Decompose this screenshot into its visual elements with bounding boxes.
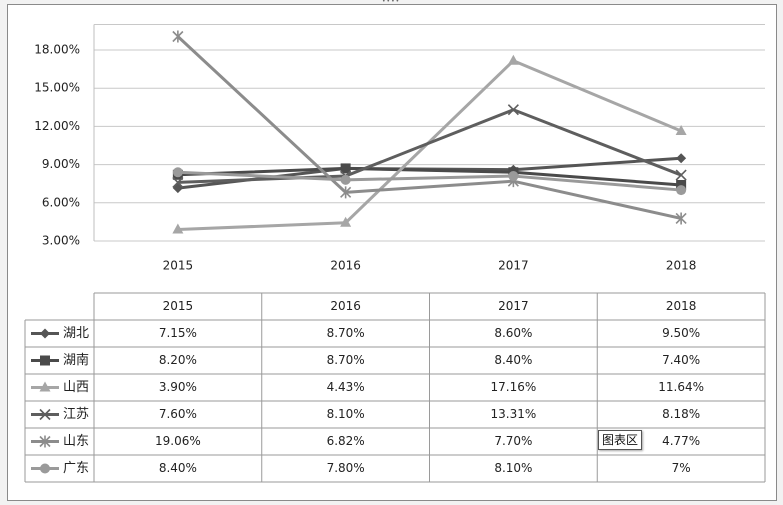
series-line-1 xyxy=(177,166,682,187)
table-value: 8.20% xyxy=(159,353,197,367)
table-value: 19.06% xyxy=(155,434,201,448)
table-header-label: 2017 xyxy=(498,299,529,313)
series-line-4 xyxy=(176,35,682,220)
legend-label: 湖南 xyxy=(63,352,89,368)
data-point xyxy=(675,212,687,225)
table-value: 8.60% xyxy=(494,326,532,340)
series-line-3 xyxy=(177,108,682,184)
legend-key-marker xyxy=(39,408,51,421)
table-value: 7.40% xyxy=(662,353,700,367)
data-point xyxy=(340,216,352,227)
table-value: 8.10% xyxy=(327,407,365,421)
y-tick-label: 18.00% xyxy=(34,43,80,57)
resize-handle-top[interactable]: •••• xyxy=(382,0,401,5)
legend-key-marker xyxy=(40,328,50,339)
data-point xyxy=(675,124,687,135)
legend-label: 山西 xyxy=(63,380,89,395)
table-header-label: 2018 xyxy=(666,299,697,313)
chart-area-tooltip: 图表区 xyxy=(598,430,643,450)
table-value: 8.40% xyxy=(494,353,532,367)
data-point xyxy=(676,179,687,190)
y-tick-label: 15.00% xyxy=(34,81,80,95)
table-value: 17.16% xyxy=(490,380,536,394)
data-point xyxy=(172,183,183,194)
table-value: 13.31% xyxy=(490,407,536,421)
data-point xyxy=(340,174,351,185)
legend-label: 山东 xyxy=(63,434,89,449)
table-value: 7.60% xyxy=(159,407,197,421)
y-tick-label: 3.00% xyxy=(42,234,80,248)
x-tick-label: 2017 xyxy=(498,259,529,273)
table-value: 8.18% xyxy=(662,407,700,421)
table-header-label: 2015 xyxy=(163,299,194,313)
table-value: 7% xyxy=(672,461,691,475)
y-tick-label: 12.00% xyxy=(34,119,80,133)
x-tick-label: 2018 xyxy=(666,259,697,273)
x-tick-label: 2015 xyxy=(163,259,194,273)
table-value: 8.70% xyxy=(327,353,365,367)
data-point xyxy=(340,163,351,174)
table-value: 8.10% xyxy=(494,461,532,475)
table-value: 3.90% xyxy=(159,380,197,394)
table-value: 9.50% xyxy=(662,326,700,340)
data-point xyxy=(507,104,519,116)
chart-area[interactable]: 3.00% 6.00% 9.00% 12.00% 15.00% 18.00% 2015 201… xyxy=(7,4,777,501)
table-value: 4.43% xyxy=(327,380,365,394)
data-point xyxy=(676,153,687,164)
data-point xyxy=(676,185,687,196)
data-point xyxy=(675,169,687,181)
data-point xyxy=(172,167,183,178)
data-point xyxy=(172,223,184,234)
legend-label: 广东 xyxy=(63,461,89,476)
table-value: 4.77% xyxy=(662,434,700,448)
table-value: 11.64% xyxy=(658,380,704,394)
series-line-5 xyxy=(177,170,682,192)
table-value: 6.82% xyxy=(327,434,365,448)
table-value: 7.15% xyxy=(159,326,197,340)
data-point xyxy=(340,186,352,199)
data-point xyxy=(172,176,184,188)
table-value: 8.40% xyxy=(159,461,197,475)
y-tick-label: 9.00% xyxy=(42,157,80,171)
legend-key-marker xyxy=(40,355,50,366)
table-header-label: 2016 xyxy=(330,299,361,313)
legend-key-marker xyxy=(39,381,51,392)
x-tick-label: 2016 xyxy=(330,259,361,273)
line-chart: 3.00% 6.00% 9.00% 12.00% 15.00% 18.00% 2015 201… xyxy=(24,24,766,483)
table-value: 7.70% xyxy=(494,434,532,448)
legend-key-marker xyxy=(40,463,50,474)
data-point xyxy=(507,54,519,65)
data-point xyxy=(172,30,184,43)
legend-label: 江苏 xyxy=(63,406,89,422)
legend-key-marker xyxy=(39,435,51,448)
data-point xyxy=(508,171,519,182)
table-value: 8.70% xyxy=(327,326,365,340)
legend-label: 湖北 xyxy=(63,326,89,341)
y-tick-label: 6.00% xyxy=(42,195,80,209)
table-value: 7.80% xyxy=(327,461,365,475)
